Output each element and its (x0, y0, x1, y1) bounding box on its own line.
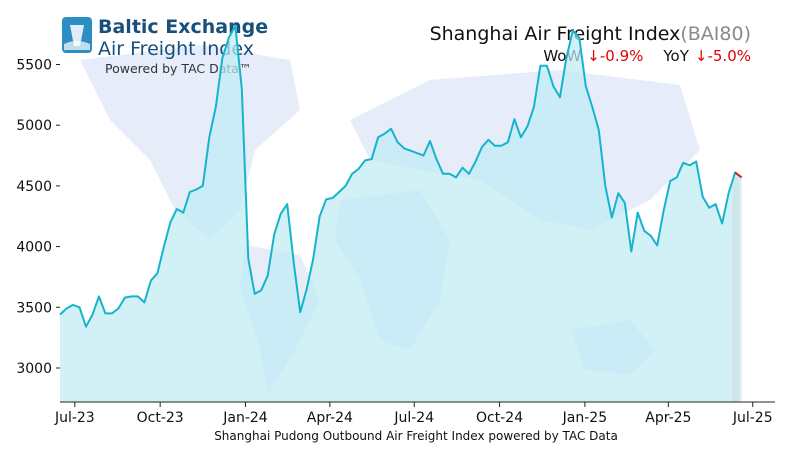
chart-title-code: (BAI80) (680, 23, 751, 45)
latest-change-segment (734, 171, 743, 179)
chart-title-group: Shanghai Air Freight Index(BAI80) (430, 23, 751, 45)
map-north-america (80, 45, 300, 240)
brand-product: Air Freight Index (98, 38, 254, 60)
brand-powered-by: Powered by TAC Data™ (105, 61, 251, 76)
brand-name: Baltic Exchange (98, 16, 268, 38)
wow-value: ↓-0.9% (587, 47, 643, 65)
x-tick-label: Jan-24 (222, 410, 268, 426)
x-tick-label: Oct-23 (137, 410, 184, 426)
series-line (59, 24, 743, 328)
x-axis-caption: Shanghai Pudong Outbound Air Freight Ind… (214, 429, 618, 443)
y-tick-label: 5000 (16, 118, 52, 134)
y-tick-label: 4500 (16, 179, 52, 195)
y-tick-label: 3500 (16, 300, 52, 316)
baltic-exchange-logo: Baltic Exchange Air Freight Index Powere… (62, 16, 268, 76)
y-tick-label: 4000 (16, 240, 52, 256)
x-tick-label: Jul-23 (54, 410, 95, 426)
yoy-label: YoY (662, 47, 689, 65)
y-tick-label: 5500 (16, 57, 52, 73)
x-tick-label: Oct-24 (476, 410, 523, 426)
chart-title: Shanghai Air Freight Index (430, 23, 681, 45)
x-tick-label: Jan-25 (562, 410, 607, 426)
x-tick-label: Apr-24 (307, 410, 353, 426)
series-area-fill (60, 25, 742, 402)
change-stats: WoW ↓-0.9% YoY ↓-5.0% (543, 47, 751, 65)
axes: 3000 3500 4000 4500 5000 5500 Jul-23 Oct-23 Jan-… (16, 57, 775, 426)
series-area-layer (59, 24, 743, 402)
y-tick-label: 3000 (16, 361, 52, 377)
x-tick-label: Jul-24 (393, 410, 434, 426)
x-tick-label: Jul-25 (732, 410, 773, 426)
yoy-value: ↓-5.0% (695, 47, 751, 65)
x-tick-label: Apr-25 (645, 410, 691, 426)
